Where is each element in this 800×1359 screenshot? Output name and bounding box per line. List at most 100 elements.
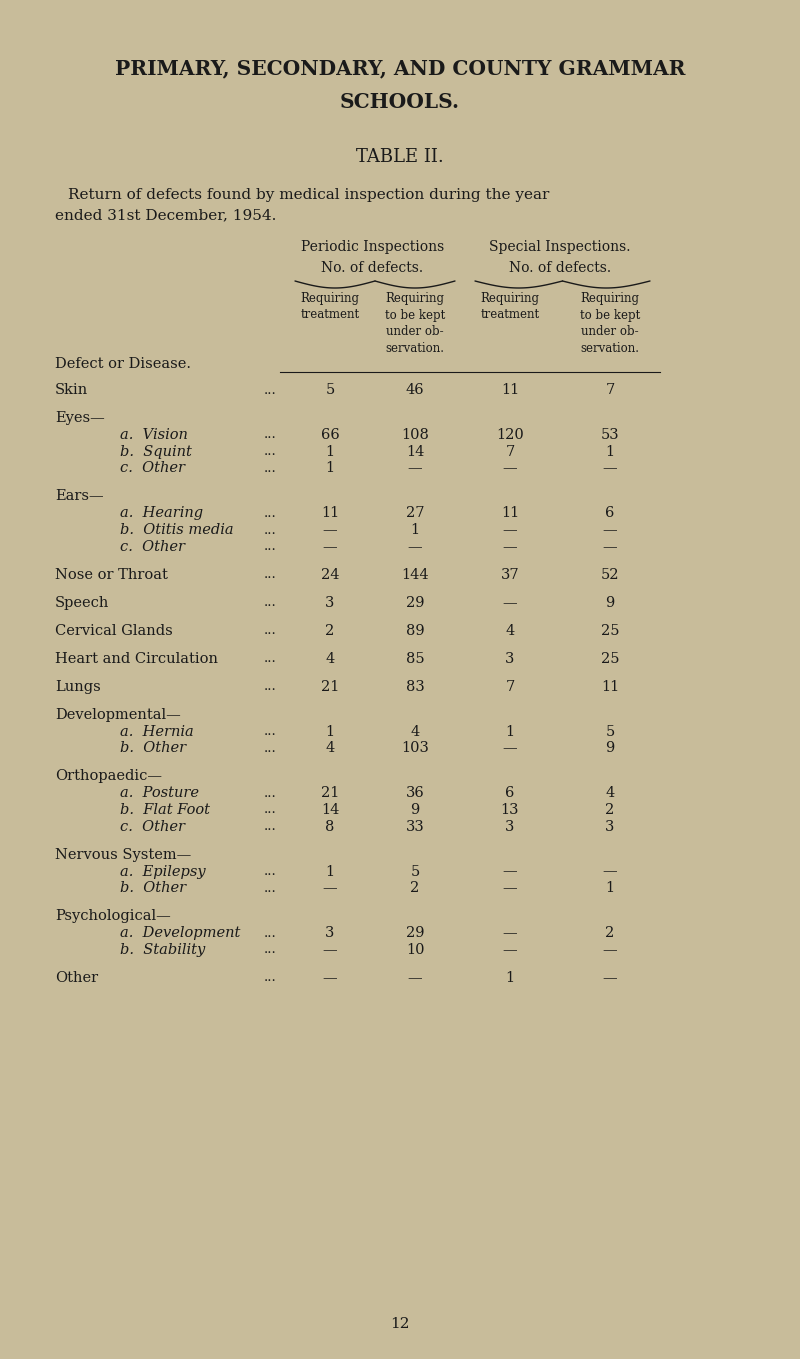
- Text: 25: 25: [601, 652, 619, 666]
- Text: 1: 1: [326, 864, 334, 879]
- Text: ...: ...: [264, 681, 276, 693]
- Text: 2: 2: [606, 803, 614, 817]
- Text: TABLE II.: TABLE II.: [356, 148, 444, 166]
- Text: 66: 66: [321, 428, 339, 442]
- Text: 5: 5: [606, 724, 614, 738]
- Text: 7: 7: [606, 383, 614, 397]
- Text: Psychological—: Psychological—: [55, 909, 170, 923]
- Text: 2: 2: [606, 927, 614, 940]
- Text: ...: ...: [264, 597, 276, 609]
- Text: 11: 11: [501, 506, 519, 520]
- Text: 14: 14: [321, 803, 339, 817]
- Text: ...: ...: [264, 803, 276, 817]
- Text: ...: ...: [264, 866, 276, 878]
- Text: Other: Other: [55, 970, 98, 985]
- Text: ...: ...: [264, 652, 276, 666]
- Text: —: —: [322, 523, 338, 537]
- Text: 5: 5: [326, 383, 334, 397]
- Text: Nervous System—: Nervous System—: [55, 848, 191, 862]
- Text: No. of defects.: No. of defects.: [509, 261, 611, 275]
- Text: ...: ...: [264, 972, 276, 984]
- Text: 3: 3: [506, 652, 514, 666]
- Text: 3: 3: [326, 927, 334, 940]
- Text: 29: 29: [406, 595, 424, 610]
- Text: 4: 4: [326, 652, 334, 666]
- Text: ...: ...: [264, 927, 276, 939]
- Text: 83: 83: [406, 680, 424, 694]
- Text: 7: 7: [506, 680, 514, 694]
- Text: 24: 24: [321, 568, 339, 582]
- Text: ...: ...: [264, 462, 276, 474]
- Text: Developmental—: Developmental—: [55, 708, 181, 722]
- Text: 7: 7: [506, 444, 514, 458]
- Text: —: —: [502, 523, 518, 537]
- Text: 25: 25: [601, 624, 619, 637]
- Text: 11: 11: [321, 506, 339, 520]
- Text: b.  Other: b. Other: [120, 882, 186, 896]
- Text: —: —: [502, 540, 518, 554]
- Text: 3: 3: [326, 595, 334, 610]
- Text: b.  Otitis media: b. Otitis media: [120, 523, 234, 537]
- Text: —: —: [322, 882, 338, 896]
- Text: Speech: Speech: [55, 595, 110, 610]
- Text: 89: 89: [406, 624, 424, 637]
- Text: Ears—: Ears—: [55, 489, 104, 503]
- Text: 1: 1: [326, 462, 334, 476]
- Text: Eyes—: Eyes—: [55, 410, 105, 425]
- Text: a.  Development: a. Development: [120, 927, 240, 940]
- Text: c.  Other: c. Other: [120, 462, 185, 476]
- Text: Requiring
treatment: Requiring treatment: [481, 292, 539, 322]
- Text: b.  Stability: b. Stability: [120, 943, 206, 957]
- Text: 103: 103: [401, 742, 429, 756]
- Text: c.  Other: c. Other: [120, 540, 185, 554]
- Text: Heart and Circulation: Heart and Circulation: [55, 652, 218, 666]
- Text: ...: ...: [264, 821, 276, 833]
- Text: ...: ...: [264, 507, 276, 519]
- Text: 13: 13: [501, 803, 519, 817]
- Text: Cervical Glands: Cervical Glands: [55, 624, 173, 637]
- Text: Return of defects found by medical inspection during the year: Return of defects found by medical inspe…: [68, 188, 550, 202]
- Text: —: —: [408, 462, 422, 476]
- Text: —: —: [502, 864, 518, 879]
- Text: Requiring
treatment: Requiring treatment: [301, 292, 359, 322]
- Text: 1: 1: [606, 882, 614, 896]
- Text: Lungs: Lungs: [55, 680, 101, 694]
- Text: b.  Flat Foot: b. Flat Foot: [120, 803, 210, 817]
- Text: 29: 29: [406, 927, 424, 940]
- Text: 21: 21: [321, 787, 339, 800]
- Text: —: —: [502, 927, 518, 940]
- Text: —: —: [502, 943, 518, 957]
- Text: Skin: Skin: [55, 383, 88, 397]
- Text: Requiring
to be kept
under ob-
servation.: Requiring to be kept under ob- servation…: [580, 292, 640, 355]
- Text: —: —: [322, 943, 338, 957]
- Text: 144: 144: [401, 568, 429, 582]
- Text: 4: 4: [606, 787, 614, 800]
- Text: b.  Squint: b. Squint: [120, 444, 192, 458]
- Text: a.  Hearing: a. Hearing: [120, 506, 203, 520]
- Text: Orthopaedic—: Orthopaedic—: [55, 769, 162, 783]
- Text: —: —: [602, 970, 618, 985]
- Text: —: —: [502, 595, 518, 610]
- Text: 1: 1: [326, 724, 334, 738]
- Text: 36: 36: [406, 787, 424, 800]
- Text: —: —: [602, 864, 618, 879]
- Text: —: —: [602, 943, 618, 957]
- Text: 37: 37: [501, 568, 519, 582]
- Text: No. of defects.: No. of defects.: [322, 261, 423, 275]
- Text: Periodic Inspections: Periodic Inspections: [301, 241, 444, 254]
- Text: Nose or Throat: Nose or Throat: [55, 568, 168, 582]
- Text: 11: 11: [501, 383, 519, 397]
- Text: 2: 2: [410, 882, 420, 896]
- Text: a.  Posture: a. Posture: [120, 787, 199, 800]
- Text: 4: 4: [410, 724, 420, 738]
- Text: 10: 10: [406, 943, 424, 957]
- Text: ...: ...: [264, 568, 276, 582]
- Text: ...: ...: [264, 742, 276, 754]
- Text: 85: 85: [406, 652, 424, 666]
- Text: 6: 6: [506, 787, 514, 800]
- Text: —: —: [322, 540, 338, 554]
- Text: 52: 52: [601, 568, 619, 582]
- Text: ...: ...: [264, 383, 276, 397]
- Text: —: —: [502, 882, 518, 896]
- Text: Defect or Disease.: Defect or Disease.: [55, 357, 191, 371]
